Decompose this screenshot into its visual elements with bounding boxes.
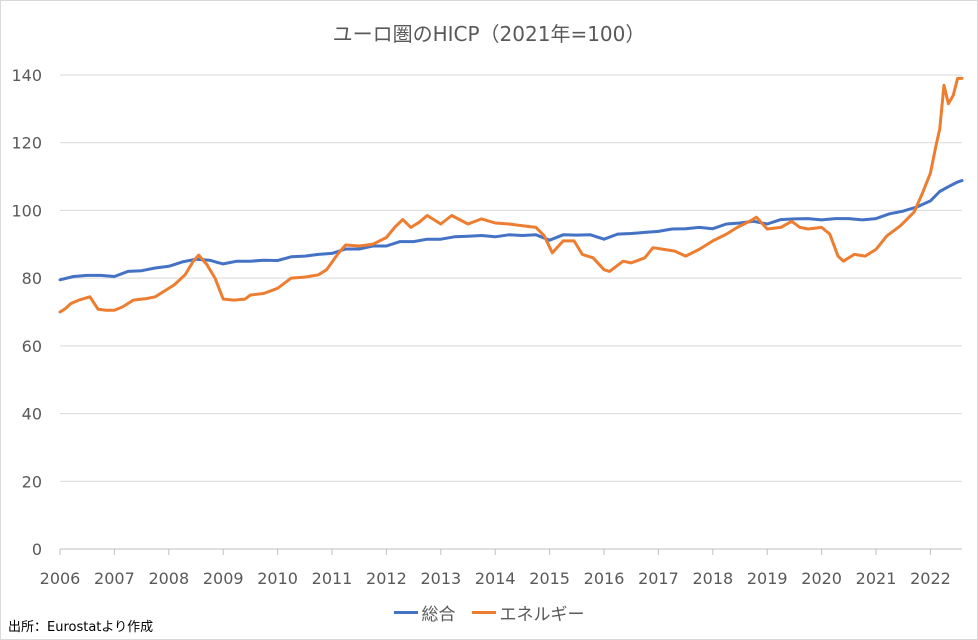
y-tick-label-0: 0	[32, 540, 42, 559]
series-line-total	[58, 179, 964, 282]
chart-title: ユーロ圏のHICP（2021年=100）	[332, 22, 646, 46]
y-tick-label-60: 60	[22, 337, 42, 356]
x-tick-label-2022: 2022	[910, 569, 951, 588]
legend-label-energy: エネルギー	[499, 605, 585, 625]
y-tick-label-100: 100	[11, 201, 42, 220]
legend: 総合 エネルギー	[0, 600, 978, 625]
x-tick-label-2013: 2013	[420, 569, 461, 588]
y-tick-label-120: 120	[11, 134, 42, 153]
source-note: 出所：Eurostatより作成	[8, 620, 154, 635]
x-tick-label-2020: 2020	[801, 569, 842, 588]
x-tick-label-2008: 2008	[148, 569, 189, 588]
y-tick-label-80: 80	[22, 269, 42, 288]
legend-item-energy: エネルギー	[471, 600, 585, 625]
x-tick-label-2015: 2015	[529, 569, 570, 588]
y-tick-label-40: 40	[22, 405, 42, 424]
x-tick-label-2014: 2014	[475, 569, 516, 588]
x-tick-label-2018: 2018	[692, 569, 733, 588]
x-tick-label-2017: 2017	[638, 569, 679, 588]
legend-swatch-total	[393, 611, 418, 614]
series-line-energy	[58, 76, 964, 314]
x-tick-label-2019: 2019	[747, 569, 788, 588]
legend-item-total: 総合	[393, 600, 456, 625]
y-tick-label-140: 140	[11, 66, 42, 85]
x-tick-label-2006: 2006	[40, 569, 81, 588]
legend-label-total: 総合	[421, 605, 456, 625]
legend-swatch-energy	[471, 611, 496, 614]
x-tick-label-2007: 2007	[94, 569, 135, 588]
x-tick-label-2016: 2016	[584, 569, 625, 588]
x-tick-label-2009: 2009	[203, 569, 244, 588]
x-tick-label-2012: 2012	[366, 569, 407, 588]
x-tick-label-2011: 2011	[312, 569, 353, 588]
y-tick-label-20: 20	[22, 472, 42, 491]
x-tick-label-2021: 2021	[856, 569, 897, 588]
x-tick-label-2010: 2010	[257, 569, 298, 588]
